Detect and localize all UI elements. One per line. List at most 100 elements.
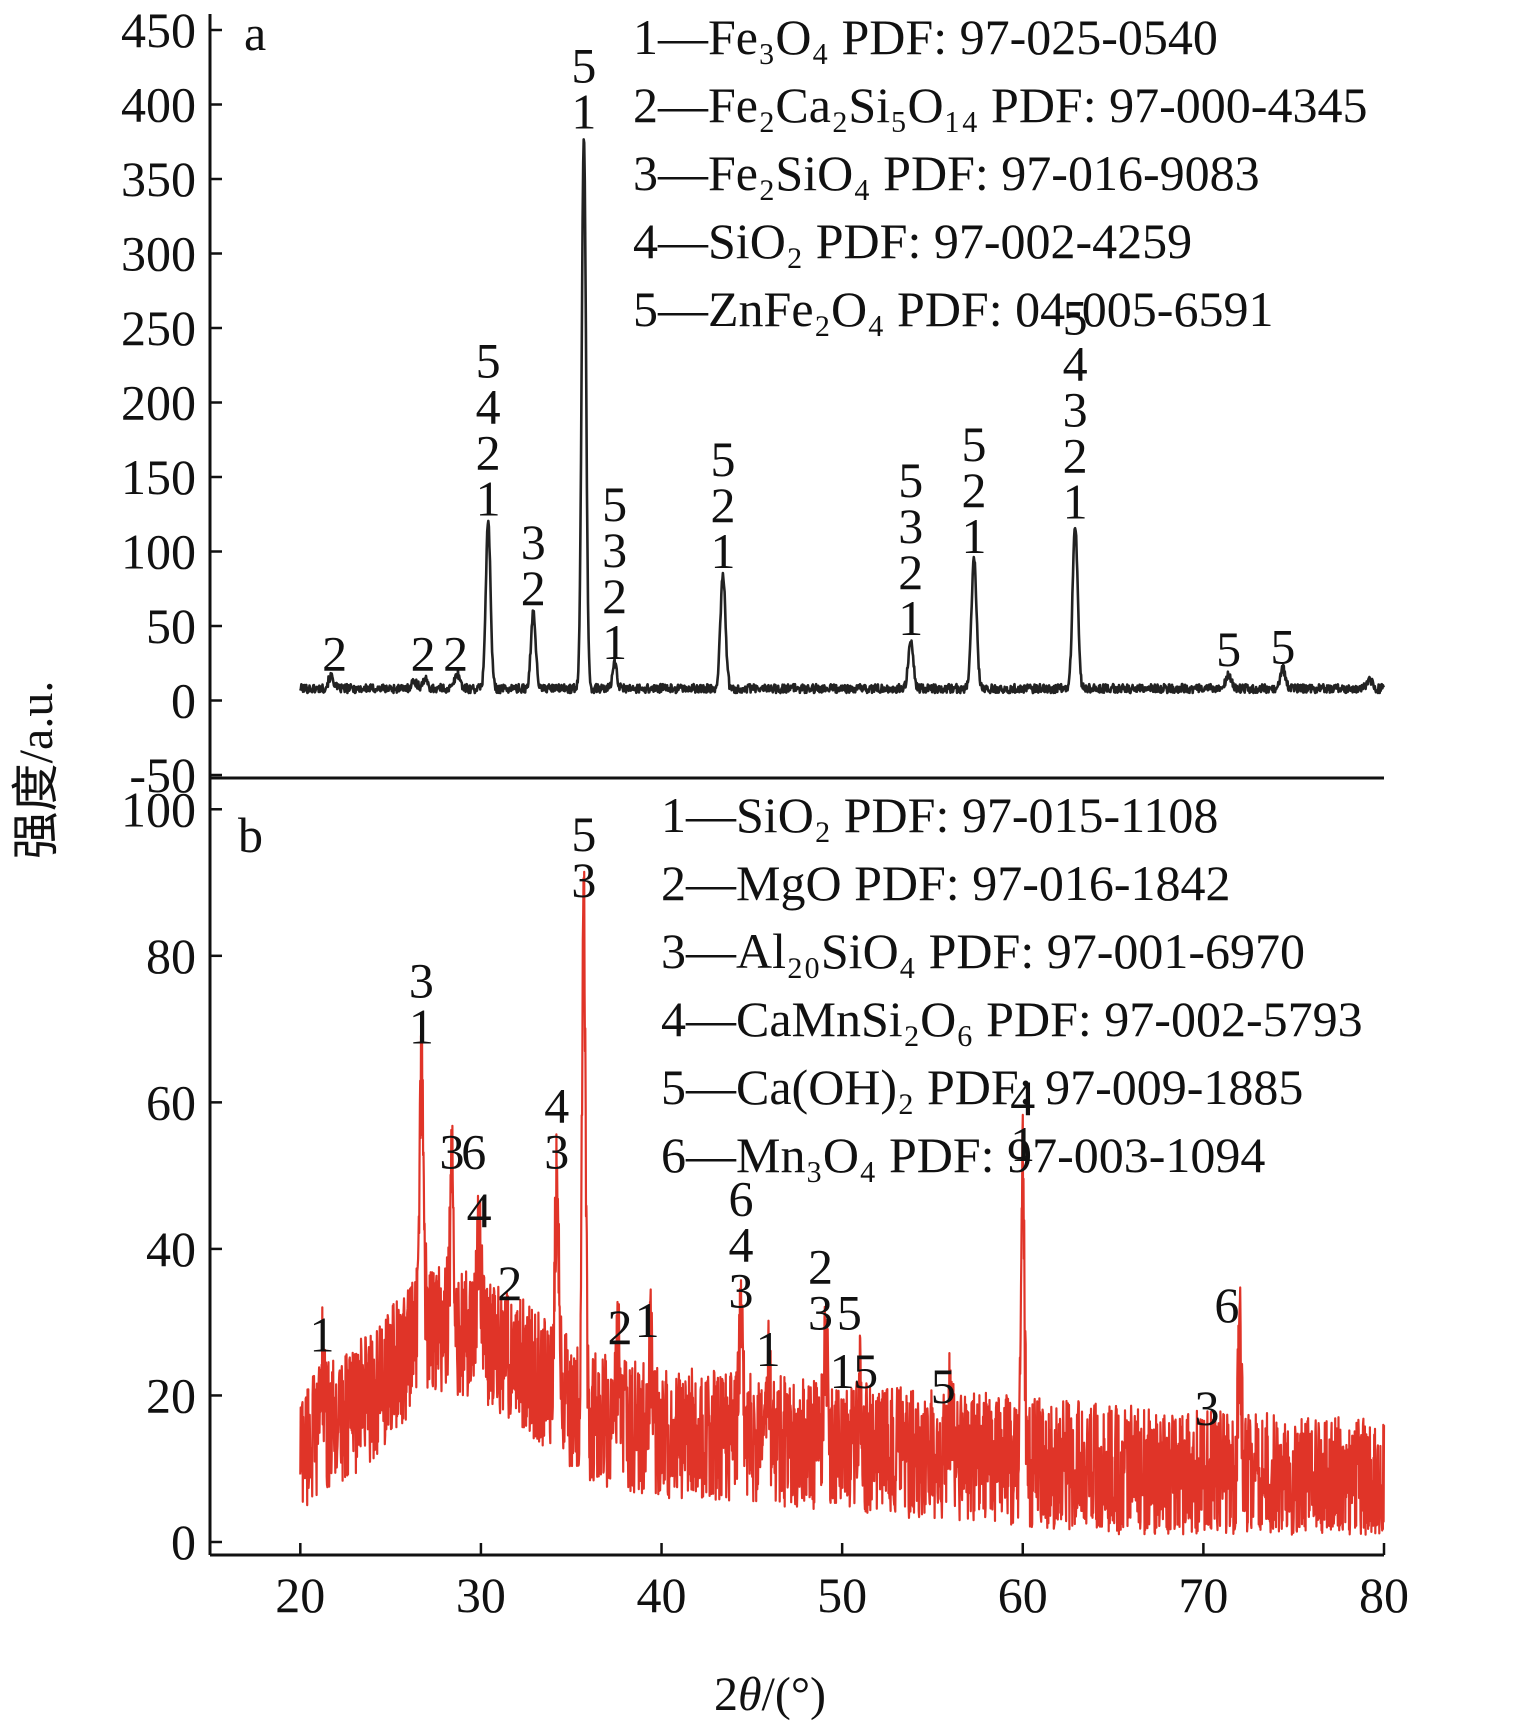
peak-label: 3 [808,1285,833,1341]
legend-entry: 1—SiO₂ PDF: 97-015-1108 [661,787,1218,843]
peak-label: 3 [729,1263,754,1319]
peak-label: 5 [962,416,987,472]
y-tick-label: 0 [171,673,196,729]
legend-phase: Ca(OH)₂ [736,1059,915,1115]
legend-phase: SiO₂ [736,787,831,843]
y-tick-label: 150 [121,449,196,505]
peak-label: 4 [1063,336,1088,392]
legend-pdf-prefix: PDF: [829,9,960,65]
legend-dash: — [657,9,709,65]
y-tick-label: 40 [146,1221,196,1277]
legend-phase: Mn₃O₄ [736,1127,876,1183]
y-tick-label: 60 [146,1074,196,1130]
legend-pdf-prefix: PDF: [915,1059,1046,1115]
legend-pdf-number: 97-015-1108 [962,787,1218,843]
peak-label: 2 [411,626,436,682]
legend-number: 3 [661,923,686,979]
peak-label: 1 [571,83,596,139]
legend-dash: — [685,923,737,979]
peak-label: 1 [309,1306,334,1362]
legend-pdf-number: 04-005-6591 [1015,281,1273,337]
x-axis-title-theta: θ [738,1668,762,1721]
legend-entry: 3—Al₂₀SiO₄ PDF: 97-001-6970 [661,923,1305,979]
peak-label: 4 [544,1077,569,1133]
legend-pdf-prefix: PDF: [831,787,962,843]
peak-label: 5 [710,431,735,487]
peak-label: 2 [607,1299,632,1355]
legend-entry: 2—Fe₂Ca₂Si₅O₁₄ PDF: 97-000-4345 [633,77,1367,133]
peak-label: 3 [571,852,596,908]
peak-label: 2 [808,1239,833,1295]
peak-label: 6 [1214,1277,1239,1333]
panel-letter: a [244,5,266,61]
x-tick-label: 20 [275,1567,325,1623]
legend-dash: — [657,77,709,133]
legend-dash: — [685,855,737,911]
legend-number: 2 [633,77,658,133]
legend-entry: 2—MgO PDF: 97-016-1842 [661,855,1231,911]
x-tick-label: 40 [637,1567,687,1623]
legend-number: 5 [633,281,658,337]
y-tick-label: 250 [121,300,196,356]
legend-pdf-number: 97-002-5793 [1104,991,1362,1047]
diffraction-trace [299,870,1386,1536]
peak-label: 3 [1063,382,1088,438]
peak-label: 3 [409,953,434,1009]
legend-pdf-prefix: PDF: [842,855,973,911]
legend-entry: 6—Mn₃O₄ PDF: 97-003-1094 [661,1127,1265,1183]
y-tick-label: 100 [121,781,196,837]
peak-label: 2 [898,544,923,600]
y-tick-label: 80 [146,928,196,984]
legend-dash: — [685,787,737,843]
peak-label: 2 [322,626,347,682]
legend-pdf-prefix: PDF: [876,1127,1007,1183]
x-tick-label: 70 [1178,1567,1228,1623]
peak-label: 1 [962,508,987,564]
legend-dash: — [685,1059,737,1115]
x-axis-title: 2θ/(°) [714,1668,826,1721]
legend-dash: — [657,213,709,269]
legend-dash: — [685,991,737,1047]
y-axis-title: 强度/a.u. [10,681,63,860]
y-tick-label: 300 [121,226,196,282]
x-axis-title-unit: /(°) [762,1668,827,1721]
legend-pdf-number: 97-025-0540 [960,9,1218,65]
peak-label: 5 [931,1358,956,1414]
peak-label: 2 [962,462,987,518]
peak-label: 1 [710,523,735,579]
peak-label: 6 [729,1171,754,1227]
peak-label: 3 [521,514,546,570]
x-tick-label: 30 [456,1567,506,1623]
peak-label: 5 [1063,290,1088,346]
legend-phase: Al₂₀SiO₄ [736,923,916,979]
y-tick-label: 20 [146,1367,196,1423]
legend-entry: 4—SiO₂ PDF: 97-002-4259 [633,213,1192,269]
peak-label: 1 [409,999,434,1055]
legend-dash: — [685,1127,737,1183]
legend-pdf-number: 97-016-1842 [972,855,1230,911]
legend-entry: 5—Ca(OH)₂ PDF: 97-009-1885 [661,1059,1303,1115]
legend-phase: CaMnSi₂O₆ [736,991,974,1047]
y-tick-label: -50 [129,747,196,803]
legend-pdf-prefix: PDF: [871,145,1002,201]
legend-number: 3 [633,145,658,201]
y-tick-label: 50 [146,598,196,654]
x-tick-label: 60 [998,1567,1048,1623]
peak-label: 3 [898,498,923,554]
legend-pdf-number: 97-009-1885 [1045,1059,1303,1115]
legend-number: 2 [661,855,686,911]
legend-pdf-prefix: PDF: [885,281,1016,337]
peak-label: 1 [602,614,627,670]
legend-phase: ZnFe₂O₄ [708,281,885,337]
peak-label: 5 [853,1343,878,1399]
peak-label: 3 [544,1123,569,1179]
peak-label: 3 [602,522,627,578]
legend-pdf-number: 97-016-9083 [1001,145,1259,201]
legend-number: 1 [661,787,686,843]
legend-pdf-prefix: PDF: [974,991,1105,1047]
peak-label: 5 [476,333,501,389]
legend-number: 5 [661,1059,686,1115]
x-tick-label: 80 [1359,1567,1409,1623]
legend-number: 4 [661,991,686,1047]
